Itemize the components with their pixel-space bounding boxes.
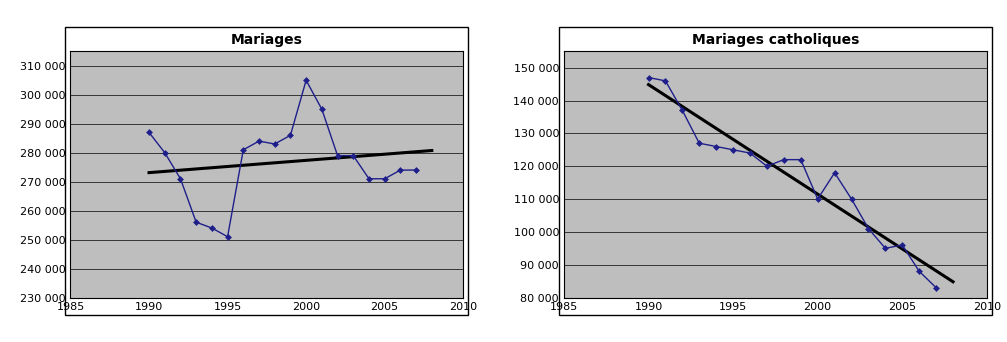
Title: Mariages catholiques: Mariages catholiques <box>692 34 859 47</box>
Title: Mariages: Mariages <box>231 34 303 47</box>
